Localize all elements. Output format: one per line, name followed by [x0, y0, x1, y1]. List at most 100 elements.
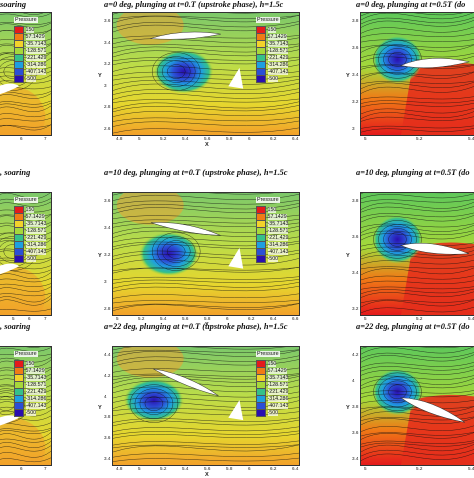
x-tick-label: 5.4: [468, 316, 474, 321]
legend-value: -35.7143: [267, 40, 289, 47]
pressure-legend: Pressure 150 57.1429 -35.7143 -128.571 -221.4…: [14, 188, 54, 263]
legend-title: Pressure: [14, 197, 38, 203]
y-tick-label: 3.4: [104, 225, 111, 230]
x-tick-label: 5.2: [416, 466, 423, 471]
x-tick-label: 5.8: [226, 136, 233, 141]
legend-title: Pressure: [14, 351, 38, 357]
x-tick-label: 7: [44, 466, 47, 471]
legend-value: -221.429: [267, 388, 289, 395]
panel-title: , soaring: [0, 168, 31, 177]
high-pressure-region: [400, 62, 474, 135]
legend-value: -128.571: [25, 47, 47, 54]
legend-value: -35.7143: [25, 40, 47, 47]
y-tick-label: 3.6: [352, 430, 359, 435]
y-tick-label: 2.8: [104, 104, 111, 110]
vortex-core: [372, 34, 423, 84]
x-tick-label: 5.8: [226, 466, 233, 471]
contour-plot: [360, 12, 474, 136]
x-tick-label: 6: [20, 136, 23, 141]
airfoil: [400, 58, 470, 69]
pressure-blob: [0, 266, 46, 315]
legend-value: -314.286: [267, 395, 289, 402]
airfoil: [150, 31, 221, 40]
legend-value: -407.143: [267, 68, 289, 75]
y-tick-label: 3.4: [104, 456, 111, 461]
legend-value: -35.7143: [267, 220, 289, 227]
legend-value: 150: [267, 206, 277, 213]
pressure-contour-field: [113, 193, 299, 315]
legend-entry: -500: [14, 408, 54, 417]
panel-title: a=10 deg, plunging at t=0.5T (do: [356, 168, 470, 177]
x-tick-label: 6.2: [270, 136, 277, 141]
flap: [228, 247, 244, 269]
legend-value: -35.7143: [267, 374, 289, 381]
legend-value: 150: [25, 360, 35, 367]
pressure-contour-field: [0, 347, 51, 465]
vortex-core: [124, 378, 184, 422]
streamlines: [361, 13, 474, 133]
legend-entry: -500: [256, 74, 296, 83]
y-tick-label: 3.8: [352, 18, 359, 23]
legend-value: -407.143: [25, 68, 47, 75]
legend-value: 150: [25, 26, 35, 33]
legend-value: -314.286: [25, 61, 47, 68]
legend-value: 150: [25, 206, 35, 213]
legend-title: Pressure: [256, 351, 280, 357]
pressure-contour-field: [361, 193, 474, 315]
y-tick-label: 3.2: [104, 61, 111, 67]
legend-value: 57.1429: [267, 367, 287, 374]
legend-value: -500: [25, 75, 37, 82]
y-tick-label: 3.6: [104, 198, 111, 203]
contour-plot: [0, 346, 52, 466]
legend-entry: -500: [256, 254, 296, 263]
y-axis-label: Y: [98, 73, 102, 79]
legend-value: 150: [267, 360, 277, 367]
x-tick-label: 7: [44, 316, 47, 321]
legend-value: 57.1429: [267, 33, 287, 40]
legend-entry: -500: [14, 254, 54, 263]
legend-swatch: [14, 74, 24, 83]
pressure-legend: Pressure 150 57.1429 -35.7143 -128.571 -221.4…: [14, 8, 54, 83]
y-tick-label: 3.4: [352, 270, 359, 275]
airfoil: [400, 397, 465, 423]
x-tick-label: 5.4: [468, 136, 474, 141]
y-tick-label: 3: [104, 82, 107, 88]
legend-entry: -500: [14, 74, 54, 83]
x-tick-label: 5.6: [182, 316, 189, 321]
y-tick-label: 3: [104, 279, 107, 284]
y-tick-label: 4.2: [104, 372, 111, 378]
y-tick-label: 3.2: [104, 252, 111, 257]
x-tick-label: 5.2: [416, 316, 423, 321]
pressure-blob: [116, 347, 184, 378]
panel-title: a=0 deg, plunging at t=0.T (upstroke pha…: [104, 0, 284, 9]
high-pressure-region: [400, 394, 474, 465]
legend-value: -128.571: [267, 47, 289, 54]
y-tick-label: 3.8: [104, 414, 111, 420]
y-tick-label: 3.6: [352, 45, 359, 50]
airfoil: [152, 368, 219, 396]
legend-value: -314.286: [25, 241, 47, 248]
y-tick-label: 4.4: [104, 352, 111, 357]
y-tick-label: 3.6: [104, 435, 111, 441]
y-tick-label: 3.8: [352, 198, 359, 203]
legend-value: -407.143: [25, 402, 47, 409]
x-axis-label: X: [205, 472, 209, 478]
x-tick-label: 7: [44, 136, 47, 141]
y-tick-label: 2.8: [104, 306, 111, 311]
pressure-contour-field: [361, 13, 474, 135]
flap: [228, 400, 244, 421]
legend-swatch: [256, 254, 266, 263]
x-tick-label: 5.2: [416, 136, 423, 141]
panel-title: a=22 deg, plunging at t=0.T (upstroke ph…: [104, 322, 288, 331]
x-tick-label: 4.8: [116, 136, 123, 141]
legend-value: -35.7143: [25, 374, 47, 381]
legend-entry: -500: [256, 408, 296, 417]
y-tick-label: 4: [104, 393, 107, 399]
airfoil: [0, 83, 20, 95]
x-tick-label: 6: [28, 316, 31, 321]
x-tick-label: 6.6: [292, 316, 299, 321]
legend-swatch: [14, 254, 24, 263]
legend-value: -128.571: [25, 381, 47, 388]
legend-value: -314.286: [267, 241, 289, 248]
contour-plot: [112, 192, 300, 316]
